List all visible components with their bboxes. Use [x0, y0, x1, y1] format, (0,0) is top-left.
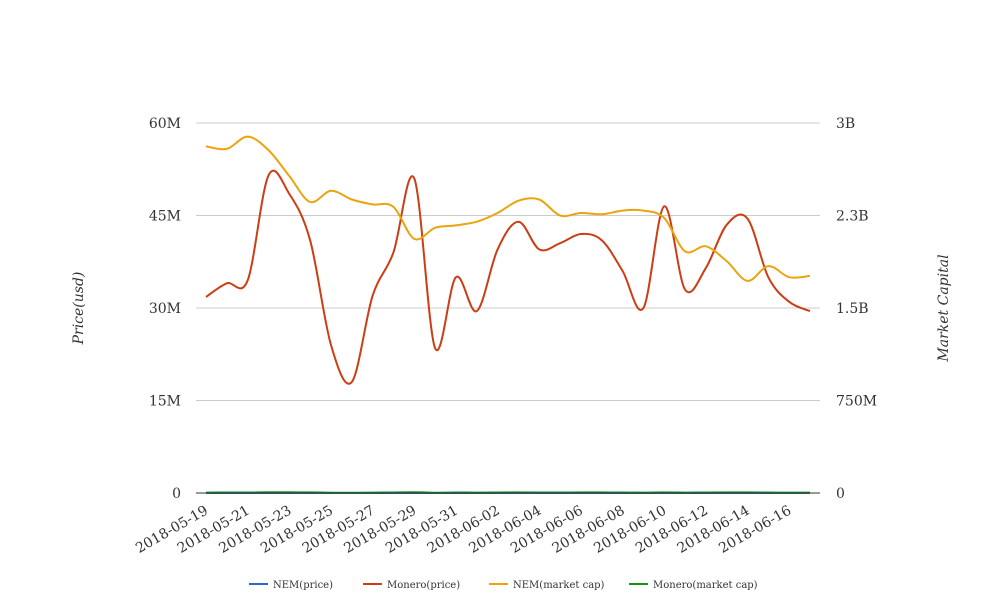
legend-item-nem-price[interactable]: NEM(price) — [249, 580, 333, 591]
legend-label: NEM(price) — [273, 580, 333, 591]
right-axis-ticks: 0 750M 1.5B 2.3B 3B — [836, 116, 877, 502]
legend-item-monero-market-cap[interactable]: Monero(market cap) — [629, 580, 758, 591]
right-axis-title: Market Capital — [936, 254, 952, 362]
x-axis-ticks: 2018-05-192018-05-212018-05-232018-05-25… — [133, 503, 794, 557]
right-tick-label: 2.3B — [836, 209, 869, 225]
grid-lines — [196, 122, 820, 401]
right-tick-label: 750M — [836, 394, 877, 410]
right-tick-label: 0 — [836, 486, 845, 502]
left-tick-label: 60M — [149, 116, 181, 132]
left-tick-label: 15M — [149, 394, 181, 410]
right-tick-label: 3B — [836, 116, 855, 132]
series-line-monero-market-cap — [205, 491, 810, 494]
series-line-monero-price — [205, 169, 811, 385]
left-tick-label: 45M — [149, 209, 181, 225]
legend-label: Monero(price) — [387, 580, 460, 591]
legend-label: Monero(market cap) — [653, 580, 758, 591]
legend: NEM(price) Monero(price) NEM(market cap) Mo… — [249, 580, 758, 591]
legend-item-nem-market-cap[interactable]: NEM(market cap) — [489, 580, 605, 591]
left-tick-label: 0 — [172, 486, 181, 502]
legend-label: NEM(market cap) — [513, 580, 605, 591]
left-axis-title: Price(usd) — [71, 272, 87, 346]
left-tick-label: 30M — [149, 301, 181, 317]
left-axis-ticks: 0 15M 30M 45M 60M — [149, 116, 181, 502]
series-layer — [205, 135, 811, 495]
series-line-nem-market-cap — [205, 135, 811, 282]
right-tick-label: 1.5B — [836, 301, 869, 317]
legend-item-monero-price[interactable]: Monero(price) — [363, 580, 460, 591]
